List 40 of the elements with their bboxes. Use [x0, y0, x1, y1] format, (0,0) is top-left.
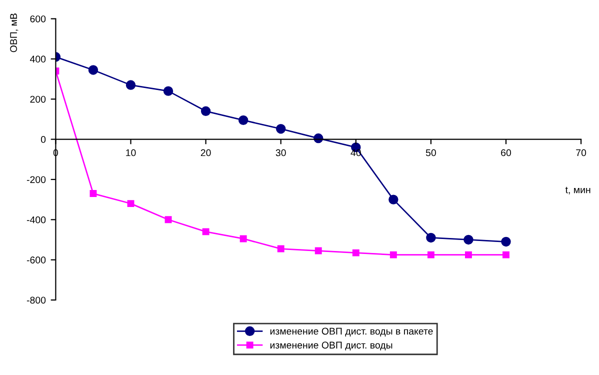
point	[277, 245, 284, 252]
legend-label: изменение ОВП дист. воды	[270, 342, 392, 350]
y-tick-label: 400	[30, 56, 46, 63]
y-tick-label: -200	[26, 176, 46, 184]
point	[427, 251, 434, 258]
point	[240, 235, 247, 242]
x-tick-label: 30	[276, 149, 286, 156]
x-tick-label: 70	[576, 149, 586, 156]
x-tick-label: 50	[426, 149, 436, 156]
point	[163, 86, 174, 96]
point	[388, 194, 398, 204]
y-tick-label: 0	[40, 136, 46, 143]
y-tick-label: -600	[26, 256, 46, 264]
point	[426, 232, 436, 243]
x-tick-label: 10	[126, 149, 136, 156]
point	[390, 251, 397, 258]
point	[164, 216, 172, 224]
x-tick-label: 20	[200, 149, 211, 156]
point	[352, 249, 360, 256]
x-axis-title: t, мин	[565, 186, 590, 194]
y-tick-label: 600	[30, 15, 46, 22]
point	[314, 247, 322, 254]
y-tick-label: -800	[26, 296, 46, 304]
point	[502, 251, 510, 258]
point	[90, 190, 97, 197]
y-axis-title: ОВП, мВ	[10, 14, 18, 52]
x-tick-label: 60	[501, 149, 512, 156]
legend-label: изменение ОВП дист. воды в пакете	[270, 328, 433, 336]
point	[276, 124, 286, 134]
point	[127, 200, 134, 208]
point	[464, 234, 474, 245]
point	[200, 106, 211, 116]
point	[88, 65, 98, 75]
y-tick-label: -400	[26, 216, 46, 224]
point	[126, 80, 136, 90]
point	[464, 251, 472, 258]
y-tick-label: 200	[30, 96, 46, 103]
point	[238, 115, 248, 126]
point	[501, 236, 511, 247]
point	[202, 228, 210, 236]
